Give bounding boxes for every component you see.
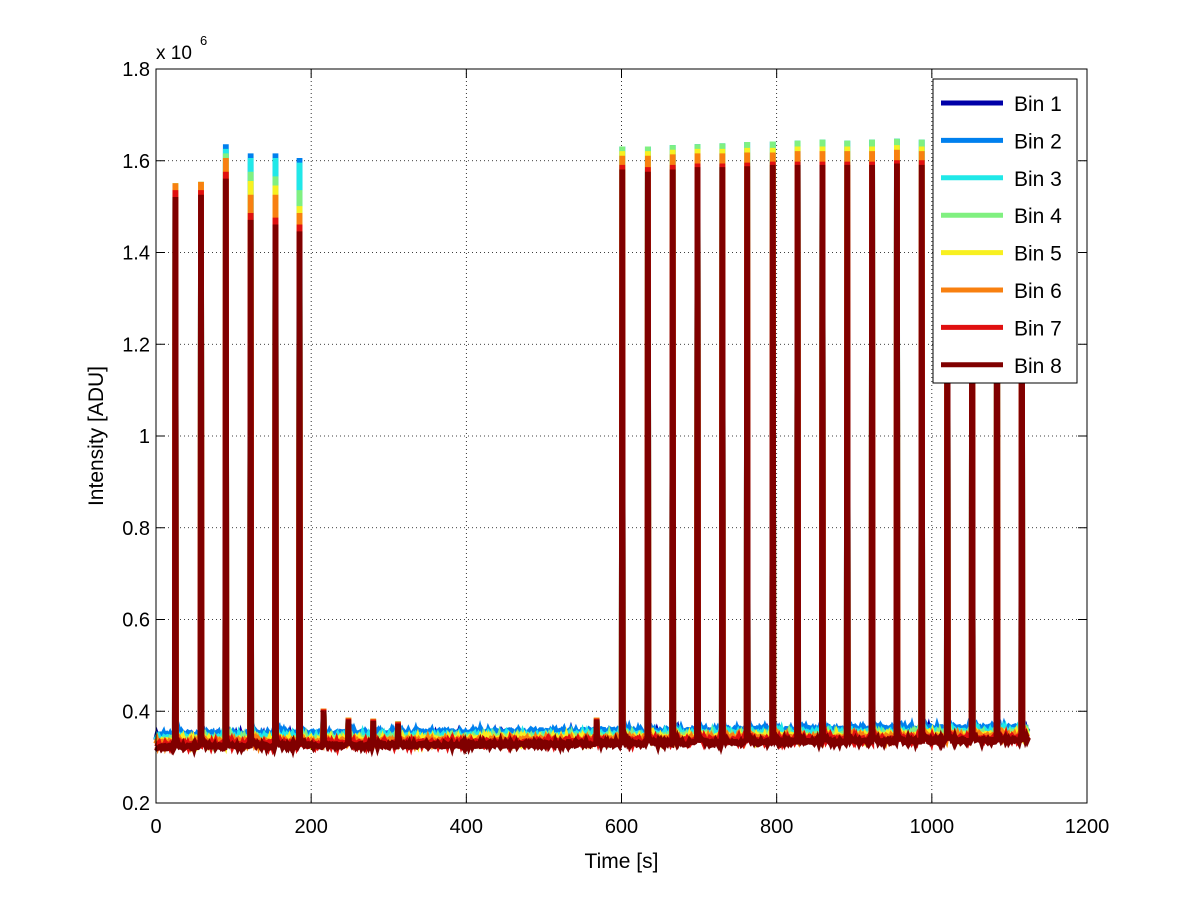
legend-label-6: Bin 6 (1014, 280, 1062, 303)
x-tick-label: 800 (760, 816, 793, 838)
legend-label-2: Bin 2 (1014, 130, 1062, 153)
axis-ticks (155, 68, 1088, 804)
series-line-8 (154, 163, 1031, 759)
y-tick-label: 0.8 (122, 518, 150, 540)
legend-label-7: Bin 7 (1014, 317, 1062, 340)
y-tick-label: 0.2 (122, 793, 150, 815)
legend: Bin 1 Bin 2 Bin 3 Bin 4 Bin 5 Bin 6 Bin 7 Bin 8 (932, 78, 1078, 384)
legend-box (932, 78, 1078, 384)
legend-label-1: Bin 1 (1014, 93, 1062, 116)
x-tick-label: 400 (450, 816, 483, 838)
legend-label-8: Bin 8 (1014, 355, 1062, 378)
legend-label-3: Bin 3 (1014, 168, 1062, 191)
x-tick-label: 600 (605, 816, 638, 838)
axis-tick-labels: 0 200 400 600 800 1000 1200 0.2 0.4 0.6 0.8 1 1.2 1.4… (122, 59, 1109, 838)
y-tick-label: 1 (139, 426, 150, 448)
y-tick-label: 1.6 (122, 151, 150, 173)
y-tick-label: 1.4 (122, 243, 150, 265)
y-axis-label: Intensity [ADU] (85, 366, 108, 506)
plot-series (153, 138, 1031, 759)
y-tick-label: 0.4 (122, 701, 150, 723)
legend-label-5: Bin 5 (1014, 243, 1062, 266)
x-axis-label: Time [s] (585, 850, 659, 873)
y-axis-exponent-power: 6 (200, 33, 207, 48)
x-tick-label: 200 (294, 816, 327, 838)
x-tick-label: 1200 (1065, 816, 1110, 838)
y-tick-label: 0.6 (122, 610, 150, 632)
y-axis-exponent-base: x 10 (156, 43, 192, 64)
y-tick-label: 1.8 (122, 59, 150, 81)
y-tick-label: 1.2 (122, 334, 150, 356)
x-tick-label: 0 (150, 816, 161, 838)
x-tick-label: 1000 (910, 816, 955, 838)
legend-label-4: Bin 4 (1014, 205, 1062, 228)
